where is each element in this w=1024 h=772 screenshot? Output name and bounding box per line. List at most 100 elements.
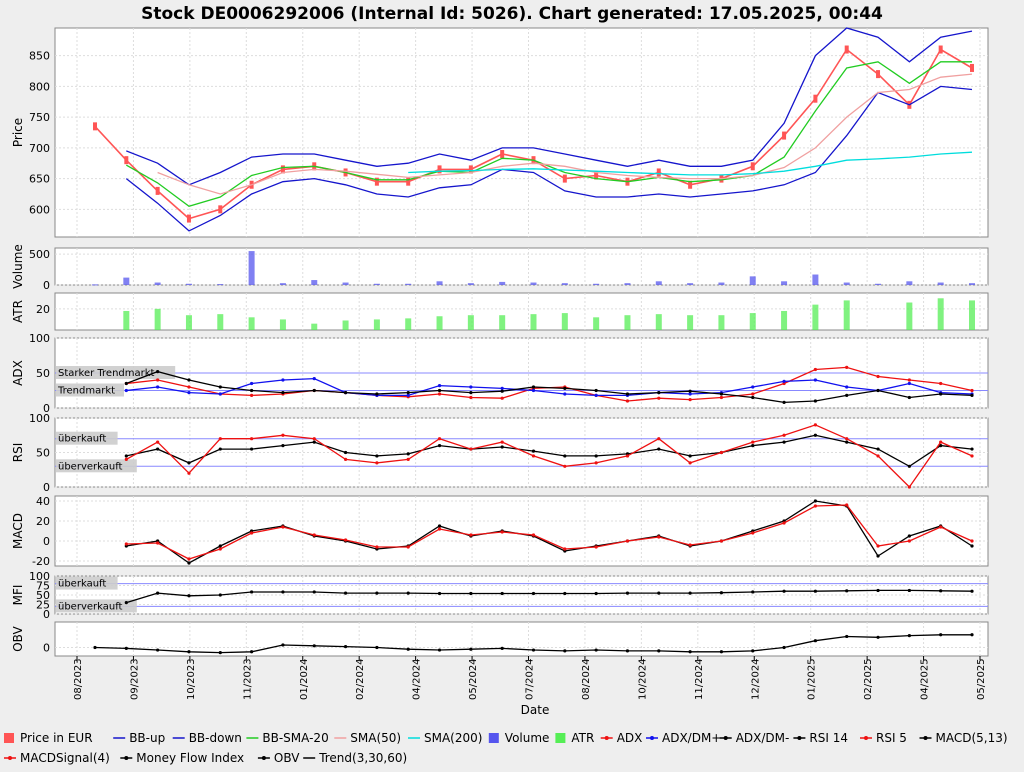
series-line-money-flow-index — [126, 589, 973, 604]
series-point — [907, 588, 911, 593]
price-candle — [656, 168, 661, 177]
series-point — [500, 440, 504, 444]
bar-mark — [593, 283, 600, 285]
series-point — [688, 398, 692, 402]
series-point — [531, 648, 536, 652]
series-point — [563, 454, 567, 458]
series-point — [406, 457, 410, 461]
series-point — [594, 393, 598, 397]
legend-item: OBV — [257, 751, 300, 765]
series-point — [343, 450, 348, 455]
series-point — [719, 650, 724, 654]
series-point — [876, 454, 880, 458]
series-point — [625, 399, 630, 403]
bar-mark — [467, 283, 474, 285]
bar-mark — [248, 251, 255, 285]
series-point — [156, 591, 160, 595]
price-candle — [688, 180, 693, 189]
series-point — [531, 533, 536, 537]
legend-item: ATR — [555, 731, 594, 745]
panel-atr: 20 ATR — [11, 292, 989, 331]
legend-label: MACD(5,13) — [936, 731, 1008, 745]
series-point — [657, 535, 661, 539]
legend-label: BB-SMA-20 — [262, 731, 328, 745]
series-point — [156, 447, 160, 451]
bar-mark — [937, 282, 944, 285]
series-point — [782, 433, 786, 437]
annotation-label: Starker Trendmarkt — [58, 368, 155, 379]
bar-mark — [812, 274, 819, 285]
series-point — [813, 504, 817, 508]
series-point — [563, 591, 567, 596]
y-tick-label: 500 — [29, 248, 50, 261]
series-point — [531, 449, 536, 453]
series-point — [187, 471, 191, 475]
series-point — [406, 393, 410, 397]
panel-macd: -20 0 20 40 MACD — [11, 495, 989, 568]
series-point — [688, 650, 692, 654]
y-tick-label: 750 — [29, 111, 50, 124]
x-tick-label: 01/2025 — [807, 658, 818, 700]
bar-mark — [687, 315, 694, 330]
legend-label: ATR — [571, 731, 594, 745]
y-tick-label: -20 — [32, 555, 50, 568]
bar-mark — [279, 319, 286, 330]
series-point — [375, 591, 379, 595]
series-point — [187, 594, 191, 598]
y-tick-label: 20 — [36, 515, 50, 528]
y-axis-label: Price — [11, 118, 25, 147]
y-tick-label: 0 — [43, 279, 50, 292]
series-point — [751, 395, 755, 400]
y-axis-label: Volume — [11, 244, 25, 289]
series-point — [218, 544, 222, 548]
series-point — [657, 447, 661, 451]
legend-item: SMA(50) — [334, 731, 401, 745]
series-point — [375, 545, 379, 549]
legend-item: ADX/DM+ — [646, 731, 721, 745]
series-point — [876, 447, 880, 451]
y-tick-label: 800 — [29, 80, 50, 93]
legend-item: Price in EUR — [4, 731, 93, 745]
price-candle — [562, 174, 567, 183]
panel-volume: 0 500 Volume — [11, 244, 989, 292]
legend-swatch — [488, 733, 499, 743]
panel-adx: 0 50 100 ADX Starker Trendmarkt Trendmarkt — [11, 332, 989, 415]
series-point — [124, 388, 128, 393]
series-point — [970, 388, 974, 393]
series-point — [250, 393, 254, 397]
price-candle — [124, 156, 129, 165]
bar-mark — [405, 318, 412, 330]
price-candle — [186, 214, 191, 223]
series-point — [970, 539, 974, 543]
series-point — [813, 399, 817, 403]
y-tick-label: 100 — [29, 332, 50, 345]
y-axis-label: RSI — [11, 443, 25, 463]
series-point — [156, 648, 160, 652]
legend-marker — [797, 736, 802, 740]
series-line-adx-dm- — [126, 377, 973, 397]
bar-mark — [373, 283, 380, 285]
series-point — [406, 545, 410, 549]
series-point — [281, 378, 285, 382]
series-point — [688, 591, 692, 595]
series-point — [343, 391, 348, 395]
bar-mark — [781, 310, 788, 330]
series-point — [970, 544, 974, 548]
series-point — [531, 591, 536, 596]
bar-mark — [655, 281, 662, 285]
annotation-box — [56, 576, 118, 590]
series-point — [813, 423, 817, 427]
series-point — [531, 388, 536, 393]
x-tick-label: 12/2024 — [750, 658, 761, 700]
series-point — [187, 650, 191, 654]
bar-mark — [248, 317, 255, 330]
series-point — [312, 533, 316, 537]
bar-mark — [530, 282, 537, 285]
series-point — [907, 378, 911, 382]
series-point — [625, 649, 630, 653]
series-point — [813, 639, 817, 643]
series-point — [312, 388, 316, 393]
legend-item: Volume — [488, 731, 549, 745]
series-point — [500, 389, 504, 393]
